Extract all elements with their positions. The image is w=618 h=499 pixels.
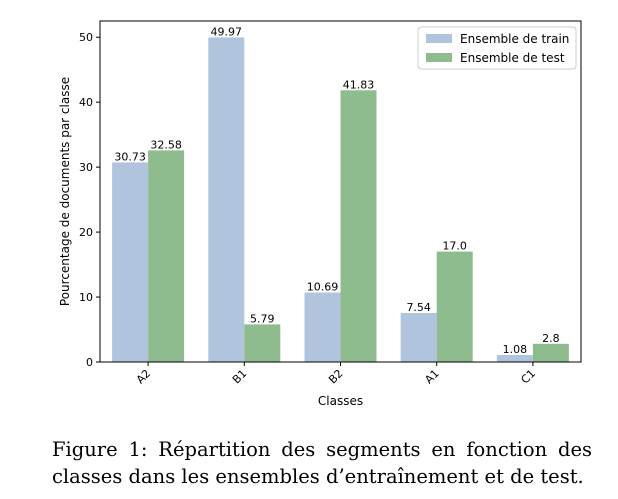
y-tick-label: 50 [79, 31, 93, 44]
data-label-b2-train: 10.69 [307, 281, 339, 294]
bar-chart: 30.73 32.58 49.97 5.79 10.69 41.83 7.54 17.0 1.0… [58, 20, 582, 408]
y-tick-label: 30 [79, 161, 93, 174]
data-label-a2-train: 30.73 [114, 150, 146, 163]
data-label-c1-train: 1.08 [503, 343, 528, 356]
data-label-b1-train: 49.97 [211, 25, 243, 38]
y-axis: 0 10 20 30 40 50 [79, 31, 100, 369]
x-axis: A2 B1 B2 A1 C1 [134, 362, 538, 387]
x-tick-label: B1 [230, 367, 249, 386]
data-label-a2-test: 32.58 [150, 138, 182, 151]
legend-box [417, 26, 577, 70]
bars-group [112, 37, 569, 362]
bar-b2-train [304, 292, 341, 362]
bar-a1-test [436, 251, 473, 362]
data-label-b2-test: 41.83 [343, 78, 375, 91]
y-tick-label: 10 [79, 291, 93, 304]
x-tick-label: C1 [518, 367, 538, 387]
x-axis-label: Classes [318, 394, 363, 408]
legend: Ensemble de train Ensemble de test [417, 26, 577, 70]
bar-b2-test [340, 90, 377, 362]
bar-c1-train [496, 354, 533, 362]
y-tick-label: 0 [86, 356, 93, 369]
legend-swatch-test [426, 53, 452, 62]
bar-b1-train [208, 37, 245, 362]
bar-a1-train [400, 313, 437, 362]
bar-c1-test [532, 343, 569, 362]
bar-b1-test [244, 324, 281, 362]
data-labels-group: 30.73 32.58 49.97 5.79 10.69 41.83 7.54 17.0 1.0… [114, 25, 559, 356]
bar-a2-train [112, 162, 149, 362]
legend-swatch-train [426, 34, 452, 43]
data-label-c1-test: 2.8 [542, 332, 560, 345]
legend-label-test: Ensemble de test [460, 51, 565, 65]
data-label-b1-test: 5.79 [250, 312, 275, 325]
x-tick-label: A2 [134, 367, 153, 386]
legend-label-train: Ensemble de train [460, 32, 569, 46]
bar-a2-test [148, 150, 185, 362]
data-label-a1-test: 17.0 [442, 240, 467, 253]
data-label-a1-train: 7.54 [406, 301, 431, 314]
plot-frame [99, 20, 582, 363]
figure-caption: Figure 1: Répartition des segments en fo… [52, 438, 592, 488]
x-tick-label: A1 [422, 367, 441, 386]
y-axis-label: Pourcentage de documents par classe [58, 77, 72, 306]
x-tick-label: B2 [326, 367, 345, 386]
y-tick-label: 20 [79, 226, 93, 239]
y-tick-label: 40 [79, 96, 93, 109]
